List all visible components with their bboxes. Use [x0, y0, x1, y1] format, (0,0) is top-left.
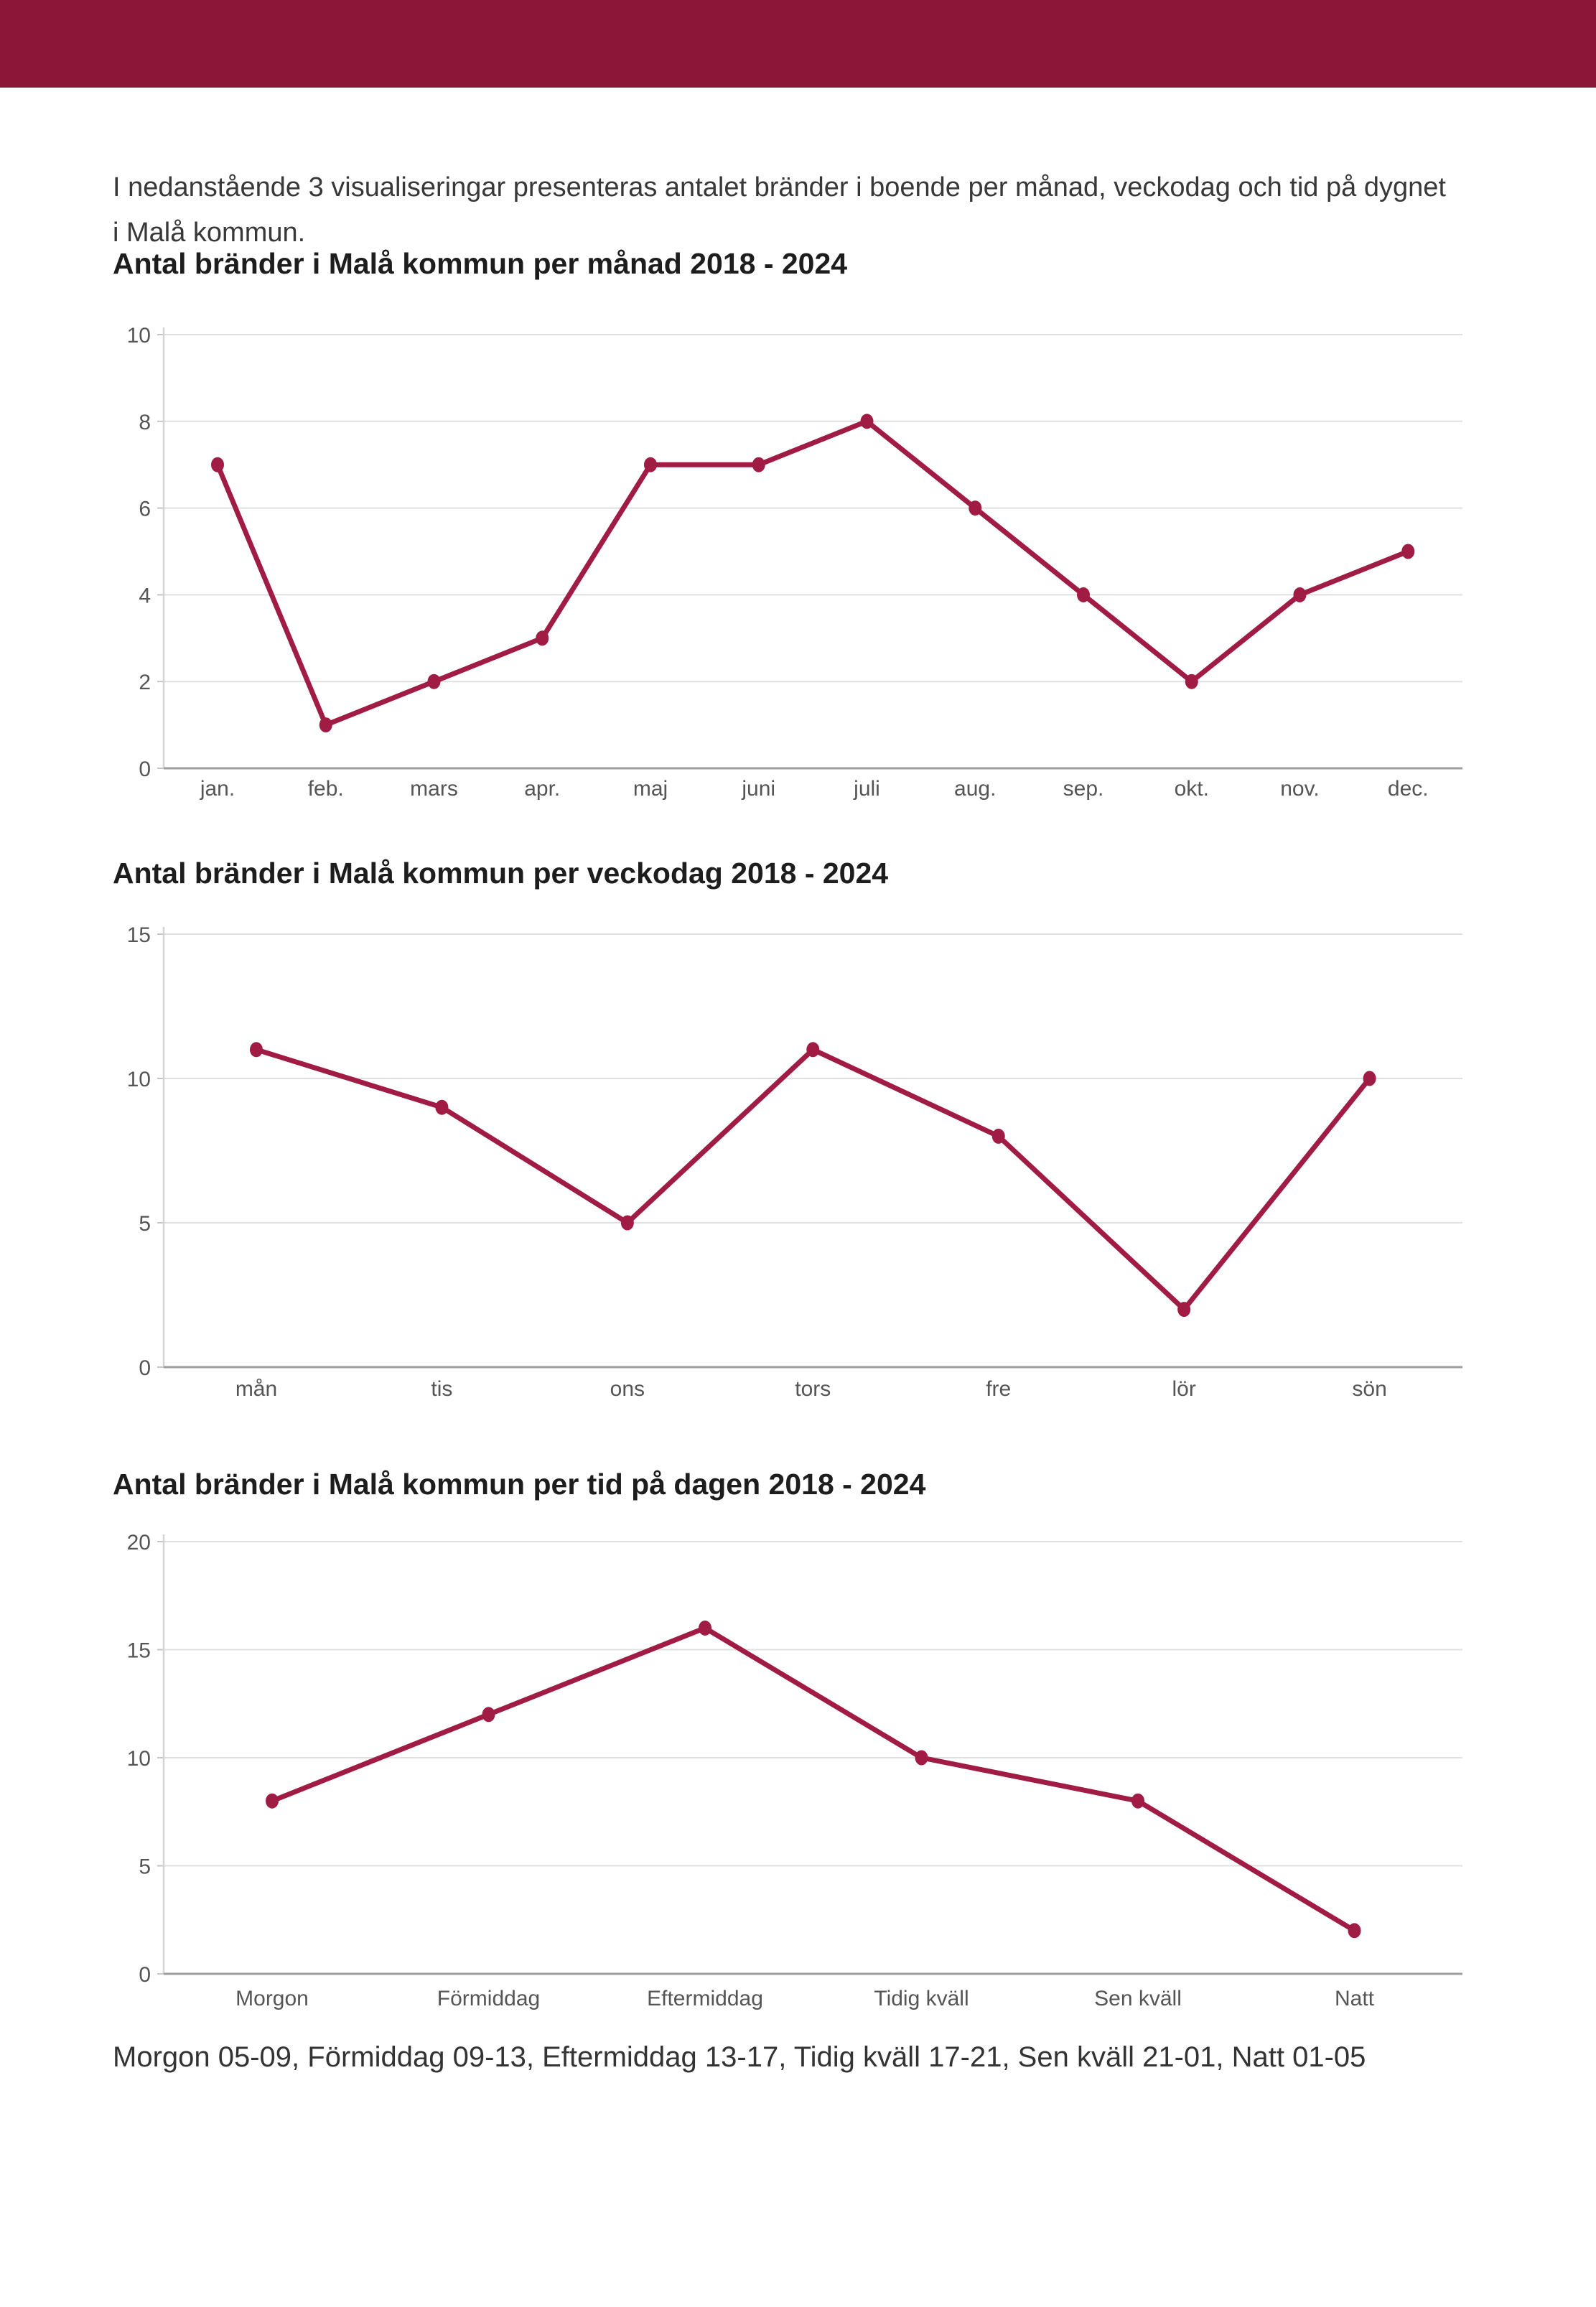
chart-title-weekday: Antal bränder i Malå kommun per veckodag…: [113, 857, 889, 890]
intro-line-2: i Malå kommun.: [113, 218, 306, 248]
y-tick-label: 20: [127, 1531, 151, 1555]
chart-title-monthly: Antal bränder i Malå kommun per månad 20…: [113, 247, 848, 280]
x-tick-label: tors: [795, 1377, 831, 1401]
y-tick-label: 2: [139, 671, 151, 694]
x-tick-label: jan.: [200, 777, 235, 801]
data-point: [1401, 544, 1415, 559]
data-point: [991, 1128, 1005, 1144]
y-tick-label: 10: [127, 324, 151, 348]
data-series-line: [253, 1047, 1373, 1313]
data-point: [915, 1750, 928, 1766]
data-point: [1077, 587, 1090, 602]
x-tick-label: juli: [853, 777, 880, 801]
data-point: [536, 630, 549, 646]
data-point: [1185, 674, 1198, 689]
x-tick-label: okt.: [1175, 777, 1209, 801]
intro-line-1: I nedanstående 3 visualiseringar present…: [113, 172, 1446, 202]
x-tick-label: ons: [610, 1377, 645, 1401]
data-point: [1363, 1071, 1376, 1086]
chart-monthly: 0 2 4 6 8 10 jan. feb. mars apr. maj juni juli aug. se…: [127, 324, 1462, 801]
x-tick-label: sep.: [1063, 777, 1104, 801]
data-point: [699, 1620, 711, 1636]
x-tick-label: lör: [1172, 1377, 1195, 1401]
x-tick-label: juni: [741, 777, 775, 801]
data-point: [860, 414, 874, 429]
y-tick-label: 4: [139, 584, 151, 607]
data-point: [969, 500, 982, 516]
data-point: [1177, 1302, 1191, 1318]
y-tick-label: 0: [139, 758, 151, 781]
data-point: [435, 1099, 449, 1115]
x-tick-label: Natt: [1335, 1987, 1375, 2010]
time-ranges-caption: Morgon 05-09, Förmiddag 09-13, Eftermidd…: [113, 2041, 1366, 2073]
x-tick-label: tis: [431, 1377, 452, 1401]
data-point: [1348, 1923, 1361, 1939]
data-point: [752, 457, 765, 472]
header-bar: [0, 0, 1596, 88]
x-tick-label: Tidig kväll: [874, 1987, 969, 2010]
x-tick-label: Förmiddag: [437, 1987, 540, 2010]
chart-weekday: 0 5 10 15 mån tis ons tors fre lör sön: [127, 923, 1462, 1401]
x-tick-label: nov.: [1280, 777, 1319, 801]
x-tick-label: Eftermiddag: [647, 1987, 763, 2010]
chart-time-of-day: 0 5 10 15 20 Morgon Förmiddag Eftermiddag Tidig …: [127, 1531, 1462, 2010]
x-tick-label: mån: [235, 1377, 277, 1401]
data-point: [266, 1793, 279, 1809]
data-series-line: [269, 1625, 1357, 1934]
x-tick-label: sön: [1352, 1377, 1386, 1401]
chart-title-time-of-day: Antal bränder i Malå kommun per tid på d…: [113, 1468, 926, 1501]
y-tick-label: 15: [127, 923, 151, 947]
data-point: [482, 1707, 495, 1723]
data-point: [319, 717, 332, 733]
y-tick-label: 5: [139, 1855, 151, 1879]
data-point: [427, 674, 441, 689]
y-tick-label: 5: [139, 1212, 151, 1236]
data-point: [644, 457, 657, 472]
x-tick-label: dec.: [1388, 777, 1429, 801]
intro-text: I nedanstående 3 visualiseringar present…: [113, 165, 1477, 256]
x-tick-label: Sen kväll: [1094, 1987, 1182, 2010]
y-tick-label: 8: [139, 411, 151, 434]
x-tick-label: fre: [986, 1377, 1011, 1401]
y-tick-label: 10: [127, 1068, 151, 1091]
data-point: [620, 1215, 634, 1231]
data-point: [806, 1042, 820, 1058]
data-point: [250, 1042, 263, 1058]
data-point: [1293, 587, 1307, 602]
x-tick-label: maj: [633, 777, 668, 801]
y-tick-label: 0: [139, 1963, 151, 1987]
data-point: [211, 457, 224, 472]
data-series-line: [215, 419, 1411, 728]
y-tick-label: 15: [127, 1639, 151, 1663]
y-tick-label: 6: [139, 498, 151, 521]
x-tick-label: apr.: [524, 777, 560, 801]
x-tick-label: mars: [410, 777, 458, 801]
x-tick-label: feb.: [308, 777, 344, 801]
x-tick-label: aug.: [954, 777, 996, 801]
y-tick-label: 10: [127, 1747, 151, 1771]
data-point: [1131, 1793, 1144, 1809]
x-tick-label: Morgon: [235, 1987, 309, 2010]
y-tick-label: 0: [139, 1356, 151, 1380]
